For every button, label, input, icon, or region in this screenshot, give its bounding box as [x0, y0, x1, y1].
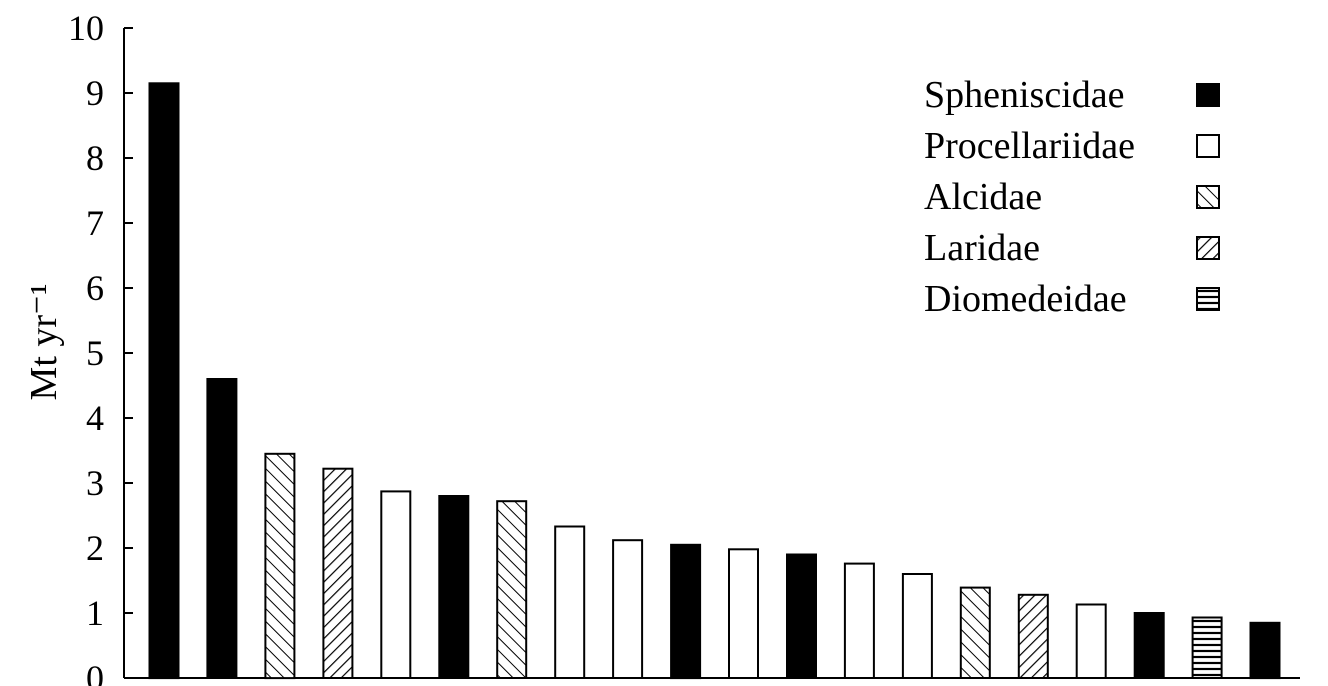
y-axis-title: Mt yr⁻¹ — [23, 284, 65, 401]
legend-label: Laridae — [924, 227, 1040, 269]
bars-group — [148, 82, 1281, 680]
bar-spheniscidae — [1249, 621, 1281, 680]
y-tick-label: 9 — [86, 73, 104, 113]
bar-spheniscidae — [786, 553, 817, 679]
y-tick-label: 5 — [86, 333, 104, 373]
legend-label: Procellariidae — [924, 125, 1135, 167]
bar-laridae — [1017, 593, 1049, 679]
bar-procellariidae — [1075, 603, 1107, 679]
y-tick-label: 10 — [68, 8, 104, 48]
y-tick-label: 2 — [86, 528, 104, 568]
legend-swatch-spheniscidae — [1196, 83, 1220, 107]
bar-alcidae — [496, 500, 528, 680]
y-tick-label: 1 — [86, 593, 104, 633]
y-tick-label: 0 — [86, 658, 104, 686]
bar-spheniscidae — [670, 543, 702, 680]
bar-diomedeidae — [1191, 616, 1223, 679]
y-tick-label: 7 — [86, 203, 104, 243]
legend-label: Alcidae — [924, 176, 1042, 218]
legend-label: Diomedeidae — [924, 278, 1127, 320]
bar-spheniscidae — [206, 378, 238, 679]
legend-swatch-laridae — [1196, 236, 1220, 260]
bar-procellariidae — [843, 562, 875, 679]
y-axis-ticks: 0 1 2 3 4 5 6 7 8 9 10 — [68, 8, 133, 686]
y-tick-label: 3 — [86, 463, 104, 503]
bar-spheniscidae — [148, 82, 180, 680]
bar-procellariidae — [901, 573, 933, 679]
bar-spheniscidae — [1133, 612, 1165, 679]
bar-procellariidae — [612, 539, 644, 680]
y-tick-label: 6 — [86, 268, 104, 308]
bar-alcidae — [959, 586, 991, 679]
y-axis-label: Mt yr⁻¹ — [23, 284, 65, 401]
legend-swatch-alcidae — [1196, 185, 1220, 209]
bar-alcidae — [264, 452, 296, 680]
y-tick-label: 4 — [86, 398, 104, 438]
legend: Spheniscidae Procellariidae Alcidae Laridae… — [924, 74, 1220, 320]
y-tick-label: 8 — [86, 138, 104, 178]
bar-procellariidae — [380, 490, 412, 679]
bar-laridae — [322, 467, 354, 680]
bar-procellariidae — [554, 525, 586, 679]
legend-swatch-diomedeidae — [1196, 287, 1220, 311]
bar-spheniscidae — [438, 495, 470, 679]
legend-label: Spheniscidae — [924, 74, 1125, 116]
bar-procellariidae — [728, 548, 759, 679]
legend-swatch-procellariidae — [1196, 134, 1220, 158]
